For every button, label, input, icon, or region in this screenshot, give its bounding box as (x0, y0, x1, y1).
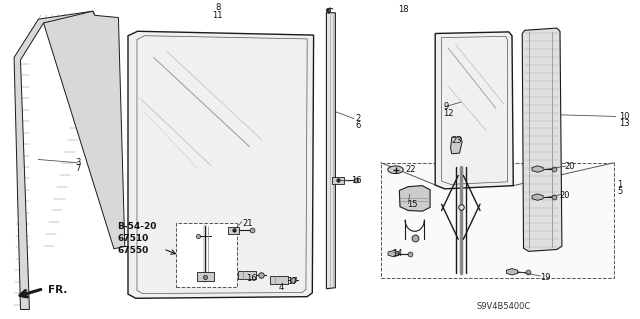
Text: 19: 19 (540, 273, 550, 282)
Polygon shape (435, 32, 513, 189)
Polygon shape (451, 137, 462, 154)
Polygon shape (326, 13, 335, 289)
Text: 21: 21 (242, 219, 252, 228)
Text: 22: 22 (405, 165, 415, 174)
Text: 14: 14 (392, 249, 403, 258)
FancyBboxPatch shape (176, 223, 237, 287)
Text: FR.: FR. (48, 285, 67, 295)
Text: 1: 1 (617, 180, 622, 189)
Circle shape (388, 166, 403, 174)
FancyBboxPatch shape (332, 177, 344, 184)
Polygon shape (238, 271, 256, 279)
Text: 13: 13 (620, 119, 630, 128)
Polygon shape (128, 31, 314, 298)
Polygon shape (44, 11, 125, 249)
Polygon shape (197, 272, 214, 281)
Polygon shape (522, 28, 562, 251)
Text: 11: 11 (212, 11, 223, 20)
Text: 12: 12 (444, 109, 454, 118)
Text: 15: 15 (407, 200, 417, 209)
Polygon shape (399, 186, 430, 211)
Text: 17: 17 (287, 277, 298, 286)
Polygon shape (381, 163, 614, 278)
Text: 8: 8 (215, 4, 220, 12)
Text: 3: 3 (76, 158, 81, 167)
Text: 18: 18 (398, 5, 409, 14)
Text: 23: 23 (452, 137, 463, 145)
Polygon shape (270, 276, 288, 284)
Text: S9V4B5400C: S9V4B5400C (477, 302, 531, 311)
Text: 5: 5 (617, 187, 622, 196)
Text: 10: 10 (620, 112, 630, 121)
Text: 9: 9 (444, 102, 449, 111)
Text: 20: 20 (564, 162, 575, 171)
Text: 7: 7 (76, 164, 81, 173)
Text: 4: 4 (279, 283, 284, 292)
Text: 20: 20 (559, 191, 570, 200)
Text: 2: 2 (356, 114, 361, 123)
Text: 6: 6 (356, 121, 361, 130)
Text: 16: 16 (246, 274, 257, 283)
Text: B-54-20
67510
67550: B-54-20 67510 67550 (117, 222, 157, 255)
FancyBboxPatch shape (228, 227, 239, 234)
Polygon shape (14, 11, 95, 309)
Text: 16: 16 (351, 176, 362, 185)
